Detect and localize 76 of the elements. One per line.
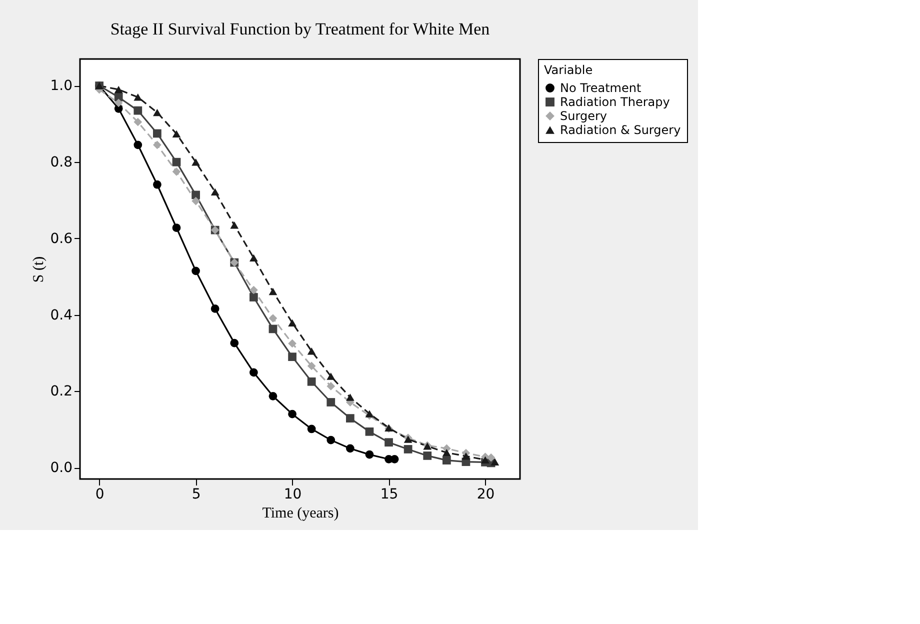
point — [404, 445, 412, 454]
point — [172, 130, 181, 138]
point — [326, 382, 336, 390]
x-tick-label: 15 — [380, 486, 398, 502]
point — [365, 410, 374, 418]
legend-label: No Treatment — [560, 81, 642, 95]
point — [307, 377, 316, 386]
point — [326, 436, 336, 444]
point — [307, 424, 316, 434]
point — [114, 98, 123, 108]
point — [288, 319, 296, 326]
point — [172, 158, 181, 166]
point — [307, 362, 316, 370]
y-tick-label: 1.0 — [50, 78, 72, 94]
x-tick-label: 5 — [192, 486, 201, 502]
point — [192, 158, 200, 166]
y-tick-label: 0.4 — [50, 307, 73, 324]
y-tick-label: 0.0 — [50, 460, 72, 476]
point — [326, 398, 336, 406]
point — [288, 352, 296, 361]
chart-title: Stage II Survival Function by Treatment for White Men — [110, 20, 490, 38]
point — [346, 394, 354, 401]
point — [384, 438, 393, 447]
point — [134, 106, 142, 115]
point — [442, 449, 451, 456]
point — [423, 452, 432, 460]
point — [134, 94, 142, 101]
point — [268, 392, 278, 400]
point — [268, 324, 278, 334]
point — [134, 118, 142, 126]
point — [486, 453, 496, 462]
x-tick-label: 10 — [284, 486, 302, 502]
y-tick-label: 0.6 — [50, 230, 73, 247]
point — [442, 456, 451, 464]
point — [210, 304, 220, 313]
legend-label: Radiation & Surgery — [560, 123, 681, 137]
point — [172, 224, 181, 232]
point — [288, 410, 296, 418]
legend-title: Variable — [544, 63, 593, 77]
point — [153, 140, 162, 150]
point — [230, 221, 239, 229]
point — [346, 414, 354, 422]
point — [230, 338, 239, 348]
point — [268, 288, 278, 296]
legend-label: Radiation Therapy — [560, 95, 670, 109]
point — [288, 339, 296, 348]
y-tick-label: 0.2 — [50, 384, 72, 400]
point — [114, 86, 123, 94]
x-axis-title: Time (years) — [262, 506, 339, 522]
point — [192, 190, 200, 200]
point — [307, 347, 316, 355]
point — [268, 314, 278, 322]
x-tick-label: 20 — [476, 486, 495, 502]
point — [172, 167, 181, 176]
point — [250, 254, 258, 262]
legend-label: Surgery — [560, 109, 607, 123]
point — [210, 188, 220, 196]
y-tick-label: 0.8 — [50, 154, 72, 171]
point — [192, 196, 200, 206]
x-tick-label: 0 — [95, 486, 104, 502]
point — [481, 456, 490, 464]
point — [365, 427, 374, 436]
y-axis-title: S (t) — [31, 256, 48, 283]
point — [192, 266, 200, 276]
point — [153, 108, 162, 116]
point — [490, 458, 500, 466]
point — [462, 452, 470, 460]
point — [153, 180, 162, 189]
point — [250, 368, 258, 377]
point — [250, 286, 258, 294]
point — [326, 372, 336, 380]
point — [365, 450, 374, 459]
point — [153, 129, 162, 138]
point — [250, 293, 258, 302]
point — [346, 444, 354, 453]
point — [134, 140, 142, 150]
